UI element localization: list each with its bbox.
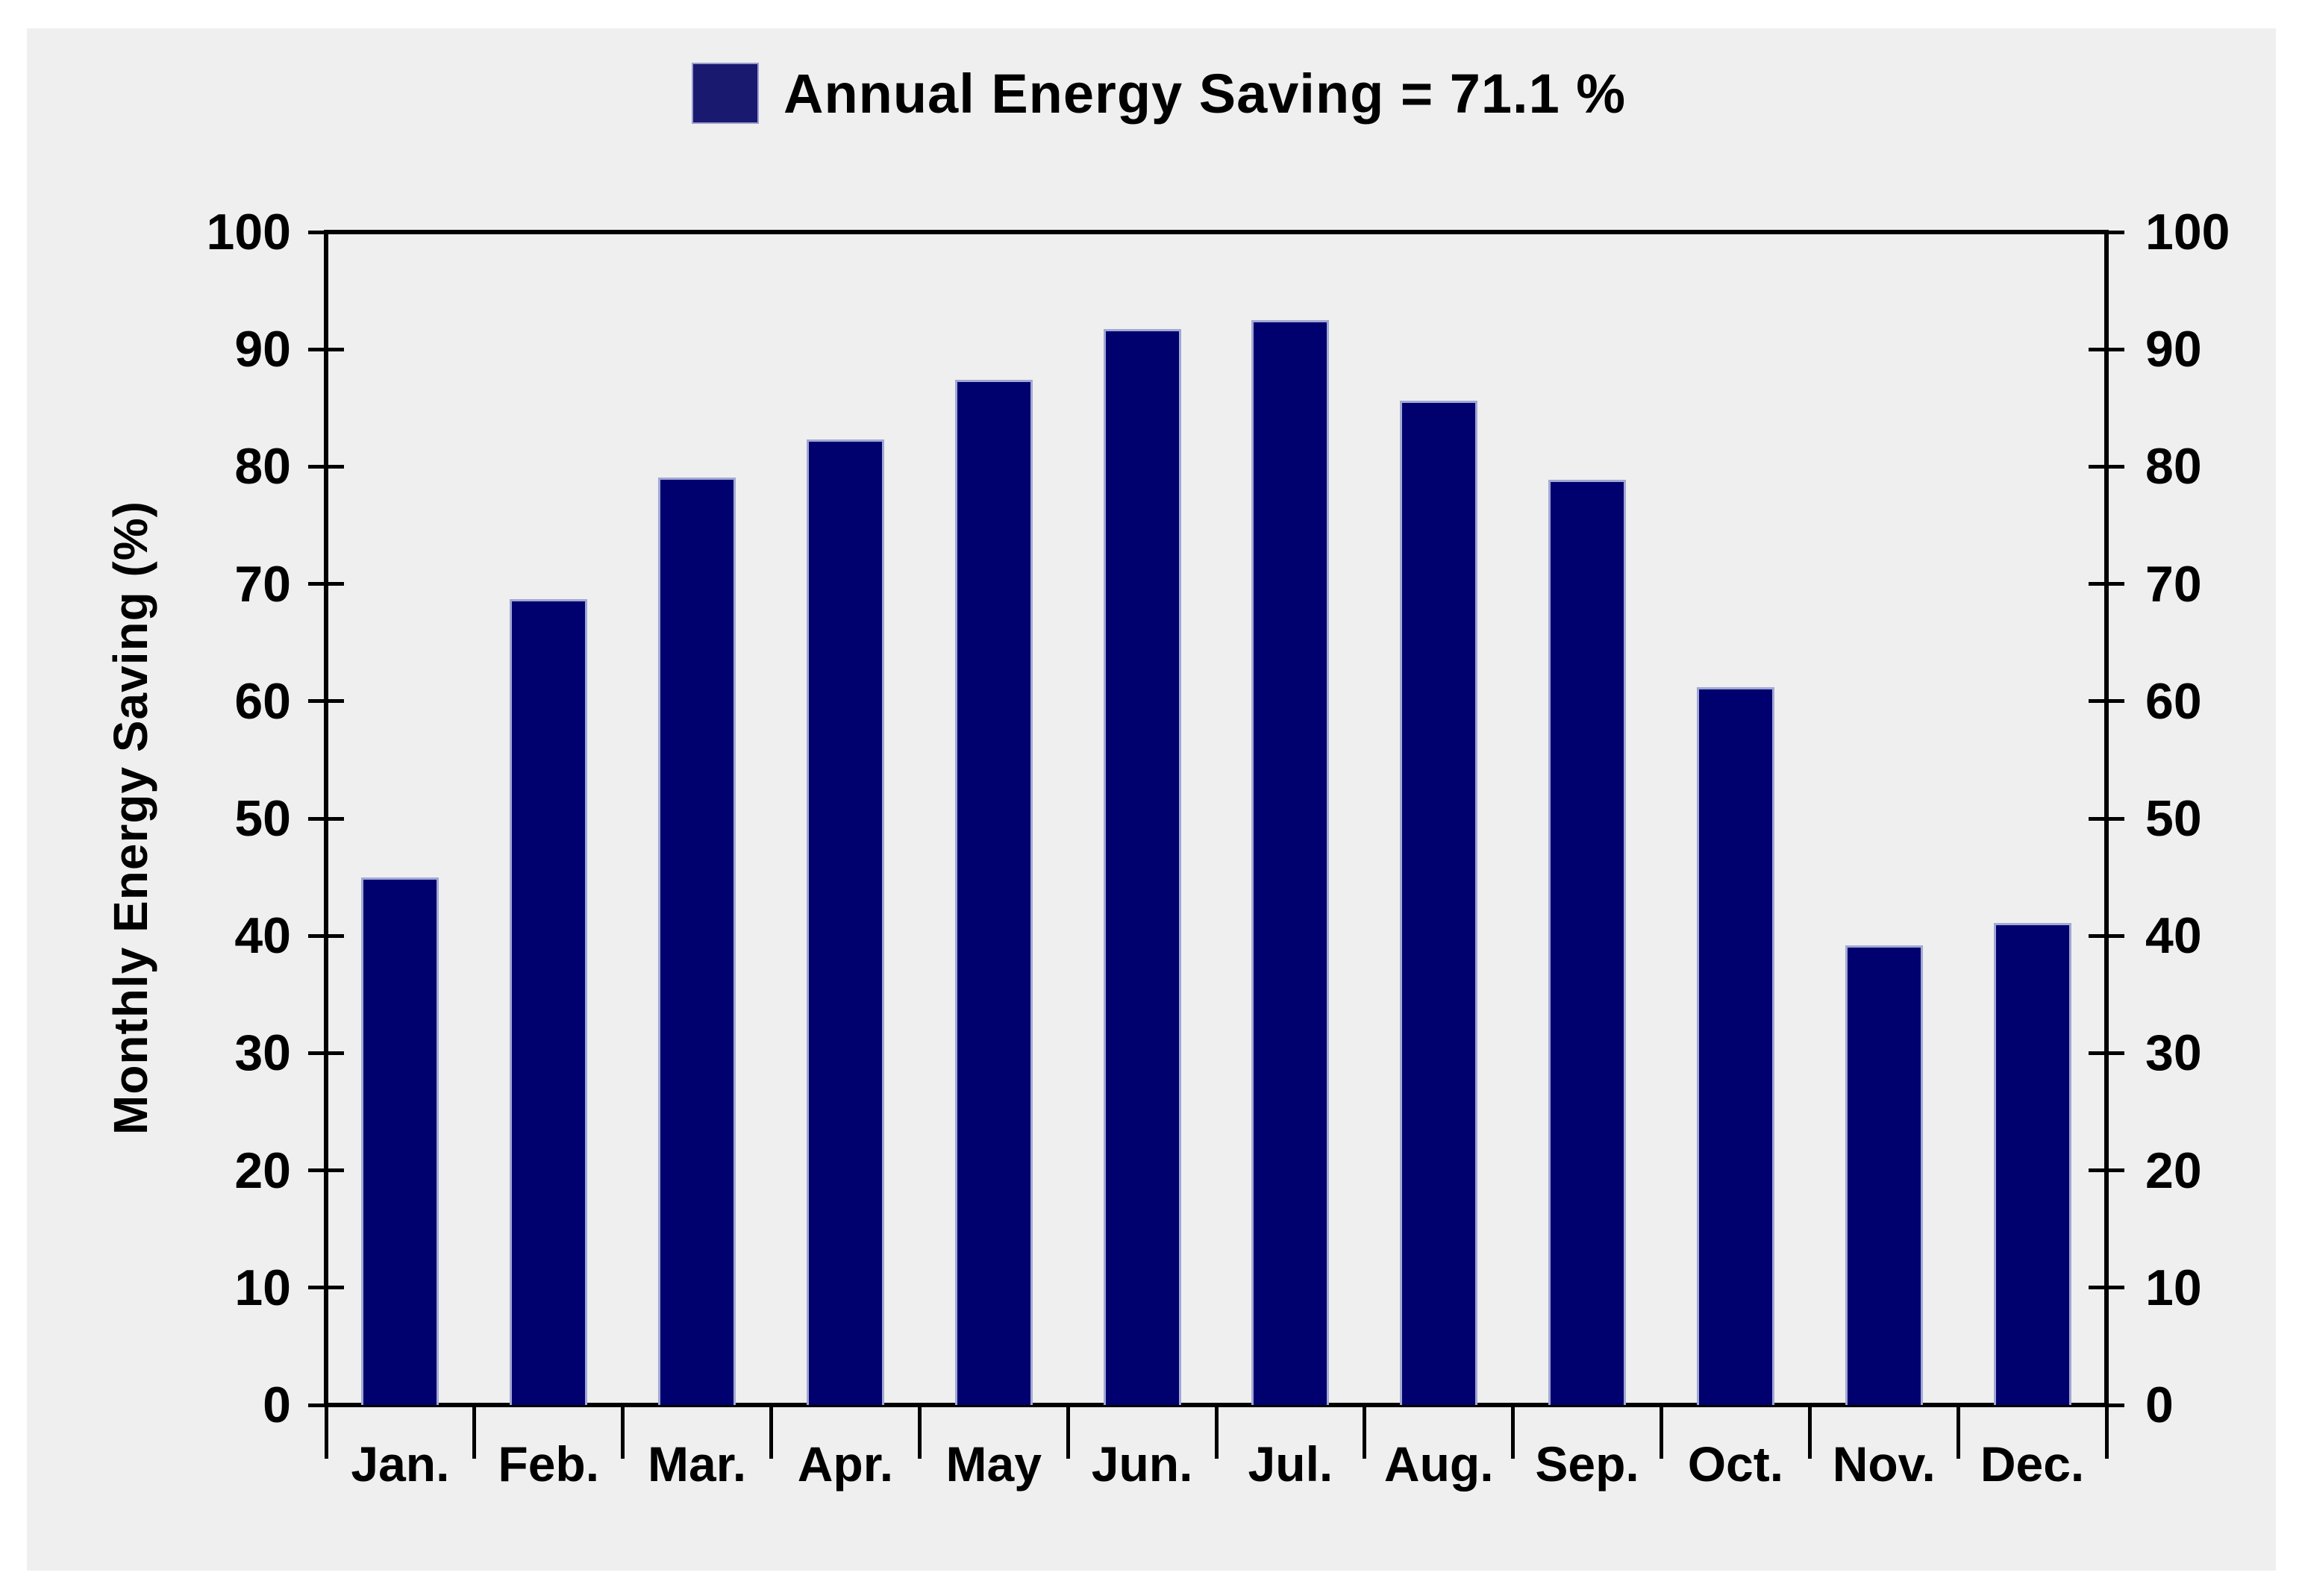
x-tick-label-oct: Oct.: [1687, 1436, 1784, 1492]
y-tick-left: [308, 582, 344, 586]
y-tick-label-right: 10: [2145, 1259, 2202, 1316]
x-tick-label-jul: Jul.: [1248, 1436, 1333, 1492]
x-boundary-tick: [324, 1405, 328, 1459]
y-tick-left: [308, 1286, 344, 1290]
x-boundary-tick: [1660, 1405, 1663, 1459]
y-tick-left: [308, 1051, 344, 1055]
y-tick-right: [2089, 699, 2124, 704]
y-tick-label-left: 20: [234, 1142, 291, 1199]
x-tick-label-nov: Nov.: [1832, 1436, 1936, 1492]
x-boundary-tick: [1214, 1405, 1219, 1459]
bar-aug: [1400, 401, 1478, 1405]
bar-feb: [510, 599, 588, 1405]
legend-label: Annual Energy Saving = 71.1 %: [783, 63, 1627, 125]
y-tick-label-left: 80: [234, 438, 291, 495]
bar-mar: [658, 477, 736, 1405]
y-tick-label-left: 70: [234, 555, 291, 613]
y-tick-right: [2089, 464, 2124, 469]
y-tick-label-left: 0: [263, 1377, 291, 1433]
y-tick-right: [2089, 1168, 2124, 1173]
plot-frame-top: [324, 230, 2109, 234]
bar-jan: [361, 877, 440, 1405]
x-tick-label-mar: Mar.: [648, 1436, 747, 1492]
x-boundary-tick: [621, 1405, 625, 1459]
bar-jun: [1103, 329, 1181, 1405]
legend-swatch-icon: [692, 63, 759, 124]
x-boundary-tick: [1363, 1405, 1367, 1459]
y-tick-left: [308, 933, 344, 938]
y-tick-label-right: 80: [2145, 438, 2202, 495]
x-boundary-tick: [2104, 1405, 2109, 1459]
y-tick-label-left: 100: [206, 204, 291, 260]
y-tick-label-left: 10: [234, 1259, 291, 1316]
y-tick-right: [2089, 347, 2124, 351]
x-tick-label-apr: Apr.: [797, 1436, 894, 1492]
bar-may: [954, 380, 1033, 1405]
x-boundary-tick: [917, 1405, 922, 1459]
y-tick-left: [308, 464, 344, 469]
x-tick-label-may: May: [945, 1436, 1042, 1492]
y-tick-right: [2089, 933, 2124, 938]
y-tick-label-left: 30: [234, 1024, 291, 1082]
x-tick-label-dec: Dec.: [1980, 1436, 2085, 1492]
bar-dec: [1993, 922, 2071, 1405]
y-tick-label-left: 40: [234, 907, 291, 965]
y-tick-label-right: 90: [2145, 321, 2202, 378]
y-tick-left: [308, 699, 344, 704]
x-boundary-tick: [769, 1405, 773, 1459]
y-tick-label-right: 60: [2145, 672, 2202, 730]
bar-apr: [806, 439, 884, 1405]
y-tick-label-right: 20: [2145, 1142, 2202, 1199]
y-tick-right: [2089, 582, 2124, 586]
y-tick-label-left: 50: [234, 790, 291, 847]
y-tick-left: [308, 816, 344, 821]
bar-sep: [1548, 479, 1627, 1405]
y-tick-label-right: 50: [2145, 790, 2202, 847]
y-tick-label-left: 90: [234, 321, 291, 378]
y-tick-left: [308, 230, 344, 234]
bar-oct: [1696, 686, 1774, 1405]
x-tick-label-jun: Jun.: [1091, 1436, 1193, 1492]
x-tick-label-sep: Sep.: [1535, 1436, 1639, 1492]
y-tick-right: [2089, 1051, 2124, 1055]
y-tick-left: [308, 347, 344, 351]
y-tick-label-right: 0: [2145, 1377, 2174, 1433]
y-tick-right: [2089, 816, 2124, 821]
bar-jul: [1251, 319, 1330, 1405]
y-tick-label-right: 100: [2145, 204, 2230, 260]
x-boundary-tick: [1807, 1405, 1812, 1459]
x-boundary-tick: [1956, 1405, 1960, 1459]
y-tick-left: [308, 1168, 344, 1173]
x-tick-label-feb: Feb.: [498, 1436, 600, 1492]
bar-nov: [1845, 945, 1923, 1405]
y-tick-label-right: 40: [2145, 907, 2202, 965]
x-tick-label-jan: Jan.: [351, 1436, 450, 1492]
y-tick-label-right: 30: [2145, 1024, 2202, 1082]
x-boundary-tick: [1511, 1405, 1516, 1459]
x-boundary-tick: [472, 1405, 477, 1459]
y-axis-title: Monthly Energy Saving (%): [104, 501, 157, 1135]
y-tick-label-left: 60: [234, 672, 291, 730]
x-tick-label-aug: Aug.: [1383, 1436, 1494, 1492]
y-tick-label-right: 70: [2145, 555, 2202, 613]
y-tick-right: [2089, 230, 2124, 234]
y-tick-right: [2089, 1286, 2124, 1290]
x-boundary-tick: [1066, 1405, 1070, 1459]
